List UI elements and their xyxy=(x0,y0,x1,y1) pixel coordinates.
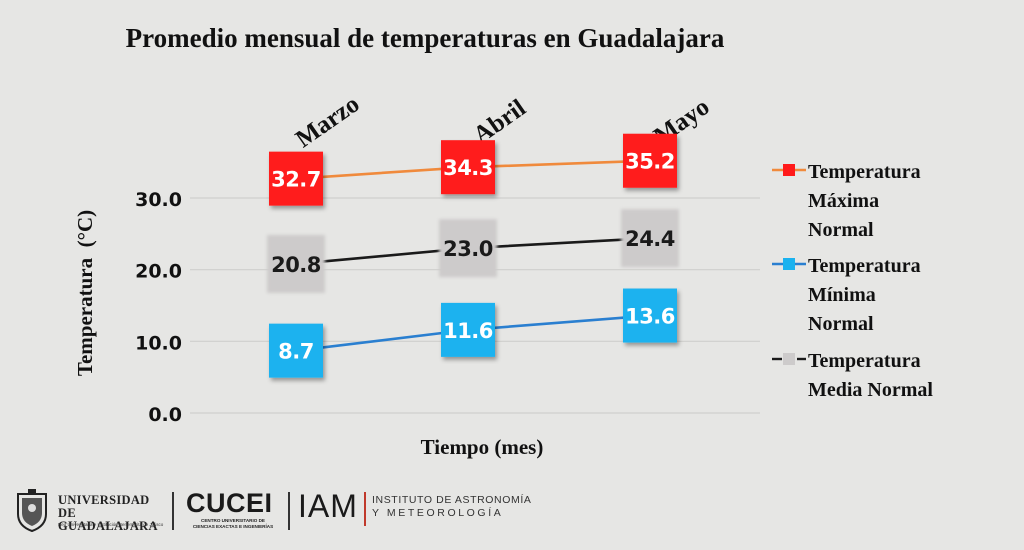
udg-seal-icon xyxy=(17,489,47,532)
data-marker xyxy=(441,140,495,195)
data-label: 34.3 xyxy=(443,156,493,180)
data-marker xyxy=(269,323,323,378)
legend-label: Temperatura xyxy=(808,161,921,183)
legend-label: Mínima xyxy=(808,284,876,306)
data-label: 8.7 xyxy=(278,340,314,364)
data-marker xyxy=(441,302,495,357)
data-marker xyxy=(267,234,325,293)
data-label: 35.2 xyxy=(625,150,675,174)
chart-title: Promedio mensual de temperaturas en Guad… xyxy=(126,23,725,53)
legend-label: Temperatura xyxy=(808,255,921,277)
data-marker xyxy=(621,209,679,268)
legend-label: Normal xyxy=(808,219,874,241)
iam-name-line-2: Y METEOROLOGÍA xyxy=(372,507,504,519)
data-point: 11.6 xyxy=(441,302,495,357)
data-marker xyxy=(623,288,677,343)
x-axis-label: Tiempo (mes) xyxy=(421,435,544,459)
legend-marker xyxy=(783,353,795,365)
data-point: 13.6 xyxy=(623,288,677,343)
y-tick-label: 30.0 xyxy=(135,189,182,211)
udg-name-line-1: UNIVERSIDAD DE xyxy=(58,493,150,520)
legend-label: Media Normal xyxy=(808,379,933,401)
iam-name: INSTITUTO DE ASTRONOMÍA Y METEOROLOGÍA xyxy=(372,494,531,520)
cucei-subtitle: CENTRO UNIVERSITARIO DE CIENCIAS EXACTAS… xyxy=(192,518,274,529)
data-marker xyxy=(623,133,677,188)
data-point: 24.4 xyxy=(621,209,679,268)
cucei-logo: CUCEI xyxy=(186,488,273,518)
legend-marker xyxy=(783,164,795,176)
data-label: 23.0 xyxy=(443,237,493,261)
y-axis-label: Temperatura (°C) xyxy=(73,210,97,376)
legend-label: Temperatura xyxy=(808,350,921,372)
y-tick-label: 20.0 xyxy=(135,261,182,283)
data-label: 24.4 xyxy=(625,227,675,251)
legend-label: Máxima xyxy=(808,190,879,212)
data-label: 13.6 xyxy=(625,305,675,329)
legend-label: Normal xyxy=(808,313,874,335)
data-point: 34.3 xyxy=(441,140,495,195)
footer-divider xyxy=(288,492,290,530)
data-label: 32.7 xyxy=(271,168,321,192)
legend-entry: Temperatura Máxima Normal xyxy=(772,161,921,241)
footer-divider xyxy=(172,492,174,530)
udg-logo: UNIVERSIDAD DE GUADALAJARA Red Universit… xyxy=(14,488,164,533)
data-point: 32.7 xyxy=(269,151,323,206)
iam-accent-bar xyxy=(364,492,366,526)
udg-name: UNIVERSIDAD DE GUADALAJARA xyxy=(58,494,164,533)
data-point: 20.8 xyxy=(267,234,325,293)
data-label: 20.8 xyxy=(271,253,321,277)
iam-logo: IAM xyxy=(298,488,358,524)
data-point: 23.0 xyxy=(439,219,497,278)
y-tick-label: 0.0 xyxy=(148,404,182,426)
y-tick-label: 10.0 xyxy=(135,332,182,354)
iam-name-line-1: INSTITUTO DE ASTRONOMÍA xyxy=(372,494,532,506)
udg-subtitle: Red Universitaria e Institución Beneméri… xyxy=(58,522,164,527)
data-point: 35.2 xyxy=(623,133,677,188)
x-category-label: Marzo xyxy=(291,90,364,153)
data-point: 8.7 xyxy=(269,323,323,378)
udg-name-line-2: GUADALAJARA xyxy=(58,519,158,533)
footer-logos: UNIVERSIDAD DE GUADALAJARA Red Universit… xyxy=(0,478,1024,550)
legend-marker xyxy=(783,258,795,270)
data-marker xyxy=(269,151,323,206)
legend-entry: Temperatura Mínima Normal xyxy=(772,255,921,335)
data-marker xyxy=(439,219,497,278)
data-label: 11.6 xyxy=(443,319,493,343)
legend-entry: Temperatura Media Normal xyxy=(772,350,933,401)
